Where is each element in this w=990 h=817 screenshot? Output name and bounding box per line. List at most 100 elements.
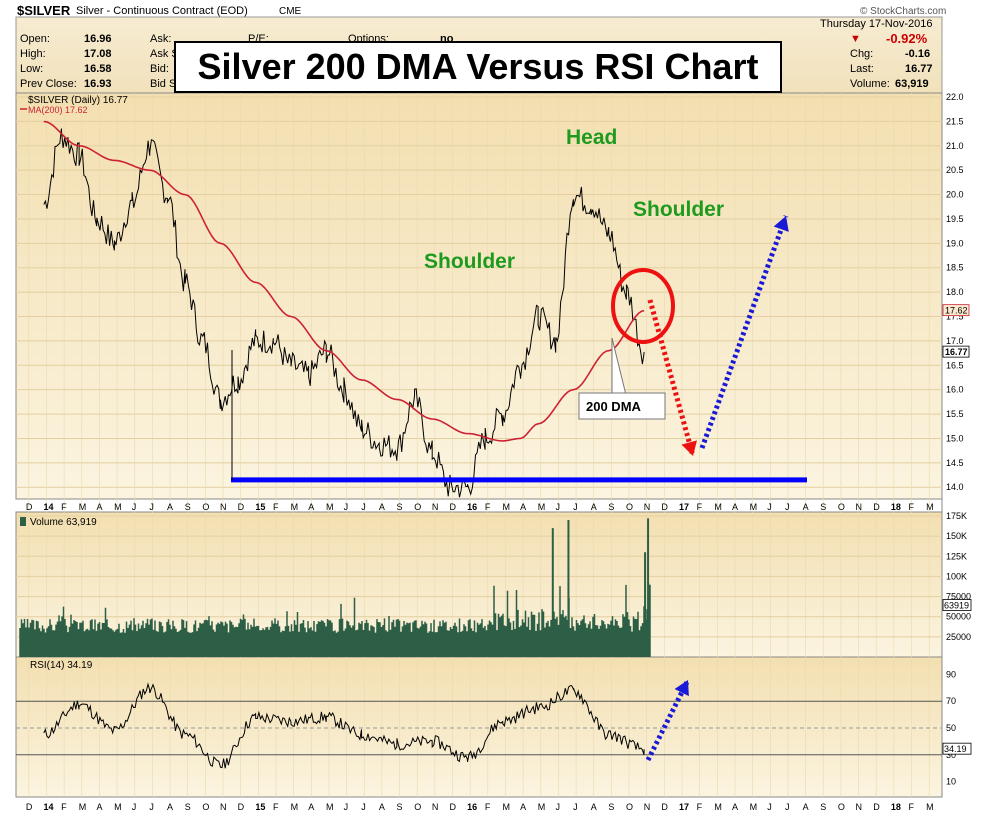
chg-value: -0.16 <box>905 48 931 60</box>
x-tick-label-rsi: J <box>344 802 349 812</box>
x-tick-label-rsi: D <box>873 802 880 812</box>
x-tick-label-price: D <box>873 502 880 512</box>
price-y-tick: 14.5 <box>946 458 964 468</box>
up-arrow-shaft <box>699 215 789 449</box>
ma-price-tag-box <box>942 304 970 317</box>
volume-tag: 63919 <box>944 600 969 610</box>
x-tick-label-price: A <box>591 502 597 512</box>
x-tick-label-price: M <box>502 502 510 512</box>
x-tick-label-rsi: S <box>608 802 614 812</box>
symbol-label: $SILVER <box>17 3 71 18</box>
x-tick-label-rsi: A <box>96 802 102 812</box>
x-tick-label-rsi: J <box>361 802 366 812</box>
x-tick-label-rsi: M <box>291 802 299 812</box>
x-tick-label-rsi: F <box>485 802 491 812</box>
rsi-up-arrow-shaft <box>645 678 691 762</box>
right-shoulder-label: Shoulder <box>633 198 724 221</box>
x-tick-label-price: 17 <box>679 502 689 512</box>
x-tick-label-price: A <box>732 502 738 512</box>
x-tick-label-rsi: 15 <box>255 802 265 812</box>
exchange-label: CME <box>279 6 302 17</box>
price-y-tick: 15.0 <box>946 433 964 443</box>
x-tick-label-rsi: N <box>856 802 863 812</box>
x-tick-label-price: S <box>608 502 614 512</box>
volume-tag-box <box>942 599 972 611</box>
head-label: Head <box>566 126 617 149</box>
volume-y-tick: 125K <box>946 551 967 561</box>
x-tick-label-price: 15 <box>255 502 265 512</box>
rsi-series-line <box>43 682 645 769</box>
x-tick-label-price: J <box>132 502 137 512</box>
x-tick-label-rsi: S <box>397 802 403 812</box>
x-tick-label-rsi: N <box>432 802 439 812</box>
x-tick-label-rsi: N <box>220 802 227 812</box>
down-arrow-shaft <box>647 299 696 457</box>
x-tick-label-price: 14 <box>43 502 53 512</box>
x-tick-label-price: M <box>114 502 122 512</box>
x-tick-label-rsi: F <box>61 802 67 812</box>
rsi-panel <box>15 656 943 798</box>
ask-label: Ask: <box>150 33 172 45</box>
x-tick-label-rsi: D <box>661 802 668 812</box>
x-tick-label-price: F <box>273 502 279 512</box>
x-tick-label-price: N <box>644 502 651 512</box>
x-tick-label-price: 18 <box>891 502 901 512</box>
volume-y-tick: 175K <box>946 511 967 521</box>
price-tag: 16.77 <box>945 347 968 357</box>
x-tick-label-rsi: F <box>697 802 703 812</box>
chart-title: Silver 200 DMA Versus RSI Chart <box>174 41 782 93</box>
x-tick-label-rsi: M <box>926 802 934 812</box>
x-tick-label-rsi: M <box>326 802 334 812</box>
rsi-y-tick: 30 <box>946 750 956 760</box>
x-tick-label-price: M <box>926 502 934 512</box>
x-tick-label-rsi: F <box>909 802 915 812</box>
down-arrow-head <box>681 440 697 456</box>
low-value: 16.58 <box>84 63 112 75</box>
x-tick-label-price: O <box>626 502 633 512</box>
x-tick-label-price: D <box>661 502 668 512</box>
x-tick-label-rsi: 14 <box>43 802 53 812</box>
x-tick-label-rsi: J <box>785 802 790 812</box>
x-tick-label-price: N <box>220 502 227 512</box>
x-tick-label-price: D <box>450 502 457 512</box>
rsi-tag-box <box>942 742 972 755</box>
ask-size-label: Ask S <box>150 48 179 60</box>
volume-legend-icon <box>20 517 26 526</box>
bid-size-label: Bid S <box>150 78 177 90</box>
chg-label: Chg: <box>850 48 874 60</box>
x-tick-label-price: J <box>149 502 154 512</box>
price-y-tick: 21.5 <box>946 116 964 126</box>
high-value: 17.08 <box>84 48 112 60</box>
x-tick-label-price: J <box>361 502 366 512</box>
rsi-y-tick: 90 <box>946 669 956 679</box>
x-tick-label-rsi: M <box>114 802 122 812</box>
x-tick-label-rsi: J <box>132 802 137 812</box>
date-line: Thursday 17-Nov-2016 <box>820 18 933 30</box>
x-tick-label-price: O <box>414 502 421 512</box>
dma-callout-label: 200 DMA <box>586 399 642 414</box>
prev-close-label: Prev Close: <box>20 78 77 90</box>
last-value: 16.77 <box>905 63 933 75</box>
x-tick-label-rsi: D <box>26 802 33 812</box>
x-tick-label-price: S <box>397 502 403 512</box>
x-tick-label-price: F <box>485 502 491 512</box>
last-label: Last: <box>850 63 874 75</box>
x-tick-label-rsi: M <box>79 802 87 812</box>
open-label: Open: <box>20 33 50 45</box>
x-tick-label-rsi: M <box>502 802 510 812</box>
price-y-tick: 18.5 <box>946 263 964 273</box>
x-tick-label-price: J <box>344 502 349 512</box>
high-label: High: <box>20 48 46 60</box>
x-tick-label-price: M <box>750 502 758 512</box>
rsi-y-tick: 50 <box>946 723 956 733</box>
x-tick-label-price: J <box>555 502 560 512</box>
x-tick-label-price: D <box>26 502 33 512</box>
left-shoulder-label: Shoulder <box>424 250 515 273</box>
volume-y-tick: 25000 <box>946 632 971 642</box>
prev-close-value: 16.93 <box>84 78 112 90</box>
price-y-tick: 17.5 <box>946 312 964 322</box>
x-tick-label-price: S <box>820 502 826 512</box>
callout-box <box>578 392 666 420</box>
volume-y-tick: 150K <box>946 531 967 541</box>
